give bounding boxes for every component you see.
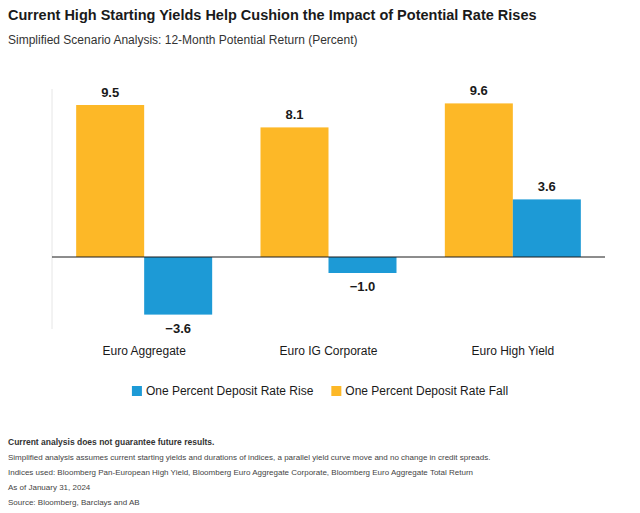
data-label: −3.6 xyxy=(165,321,191,336)
title: Current High Starting Yields Help Cushio… xyxy=(8,7,537,23)
disclaimer: Current analysis does not guarantee futu… xyxy=(8,437,214,447)
data-label: 8.1 xyxy=(285,107,303,122)
bar xyxy=(144,257,212,315)
data-label: −1.0 xyxy=(350,279,376,294)
category-label: Euro Aggregate xyxy=(102,344,186,358)
subtitle: Simplified Scenario Analysis: 12-Month P… xyxy=(8,33,358,47)
bar xyxy=(76,105,144,257)
bar xyxy=(445,103,513,257)
bar xyxy=(513,199,581,257)
legend-label: One Percent Deposit Rate Fall xyxy=(345,384,508,398)
legend: One Percent Deposit Rate Rise One Percent… xyxy=(132,384,508,398)
data-label: 3.6 xyxy=(538,179,556,194)
legend-swatch xyxy=(132,386,142,396)
chart: Current High Starting Yields Help Cushio… xyxy=(0,0,640,513)
category-label: Euro IG Corporate xyxy=(279,344,377,358)
footnote: Simplified analysis assumes current star… xyxy=(8,453,490,462)
bars xyxy=(76,103,581,314)
category-label: Euro High Yield xyxy=(471,344,554,358)
data-label: 9.6 xyxy=(470,83,488,98)
baseline xyxy=(52,257,605,258)
legend-swatch xyxy=(331,386,341,396)
bar xyxy=(261,127,329,257)
bar xyxy=(329,257,397,273)
footnote: Source: Bloomberg, Barclays and AB xyxy=(8,498,140,507)
footnote: As of January 31, 2024 xyxy=(8,483,91,492)
data-label: 9.5 xyxy=(101,85,119,100)
footnote: Indices used: Bloomberg Pan-European Hig… xyxy=(8,468,473,477)
y-axis-line xyxy=(52,89,53,329)
legend-label: One Percent Deposit Rate Rise xyxy=(146,384,314,398)
data-labels: 9.5 8.1 9.6 −3.6 −1.0 3.6 xyxy=(101,83,556,335)
